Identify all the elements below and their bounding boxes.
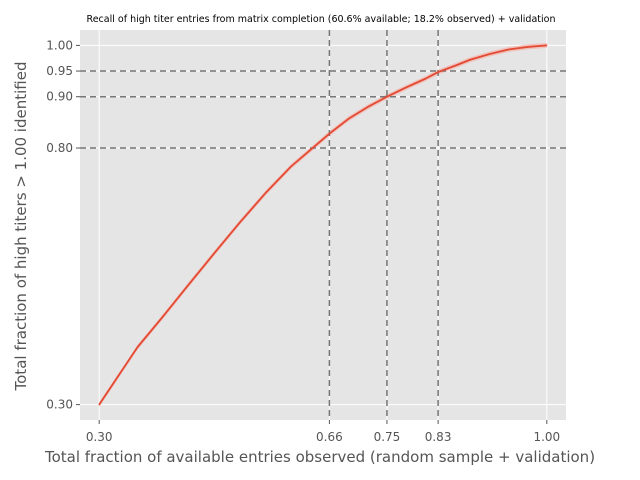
series-point-10 [328,133,330,135]
series-point-4 [188,283,190,286]
y-tick-label-0: 0.30 [46,398,73,412]
y-tick-label-2: 0.90 [46,90,73,104]
series-point-0 [98,404,100,406]
series-point-19 [488,53,490,55]
series-point-22 [546,44,548,46]
x-tick-label-1: 0.66 [316,430,343,444]
series-point-14 [405,86,407,89]
x-tick-label-3: 0.83 [425,430,452,444]
y-tick-label-3: 0.95 [46,64,73,78]
series-point-16 [437,71,439,73]
series-point-1 [117,375,119,377]
series-point-11 [347,118,350,120]
series-point-5 [213,252,215,254]
series-point-17 [456,64,458,66]
reference-lines [80,30,566,420]
x-tick-label-4: 1.00 [533,430,560,444]
x-tick-label-0: 0.30 [86,430,113,444]
series-point-8 [290,165,292,168]
series-point-3 [162,315,164,317]
series-point-2 [136,346,139,348]
y-tick-label-4: 1.00 [46,38,73,52]
series-point-9 [309,149,311,151]
x-ticks: 0.30 0.66 0.75 0.83 1.00 [86,420,560,444]
plot-background [80,30,566,420]
series-point-15 [424,78,426,80]
series-point-12 [367,106,369,108]
series-point-21 [527,46,529,48]
y-axis-label: Total fraction of high titers > 1.00 ide… [12,62,30,392]
y-tick-label-1: 0.80 [46,141,73,155]
series-point-18 [469,59,471,61]
series-point-6 [239,221,241,224]
series-point-20 [507,48,510,51]
series-layer [98,44,548,406]
series-point-7 [264,192,267,194]
chart-title: Recall of high titer entries from matrix… [87,14,556,25]
x-axis-label: Total fraction of available entries obse… [44,448,595,466]
x-tick-label-2: 0.75 [374,430,401,444]
y-ticks: 0.30 0.80 0.90 0.95 1.00 [46,38,80,412]
series-point-13 [386,96,388,98]
